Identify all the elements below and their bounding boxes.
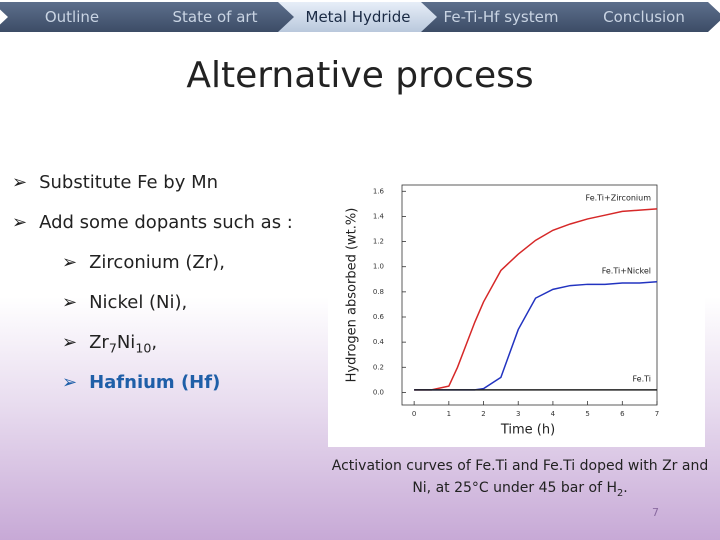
- chart-box: 0.0 0.2 0.4 0.6 0.8 1.0 1.2 1.4 1.6 0 1 2 3 4 5 6 7 Time …: [328, 160, 705, 447]
- text-segment: 7: [108, 340, 117, 356]
- x-tick-label: 3: [516, 410, 520, 418]
- y-tick-label: 0.8: [373, 288, 384, 296]
- text-segment: Zr: [89, 332, 109, 353]
- x-axis-label: Time (h): [500, 423, 555, 438]
- sub-bullet: Zr7Ni10,: [62, 332, 157, 356]
- bullet: Substitute Fe by Mn: [12, 172, 218, 193]
- x-tick-label: 4: [551, 410, 556, 418]
- x-tick-label: 6: [620, 410, 625, 418]
- nav-item[interactable]: Outline: [0, 2, 152, 32]
- plot-frame: [401, 184, 658, 406]
- series-line: [414, 208, 658, 391]
- y-axis-label: Hydrogen absorbed (wt.%): [345, 208, 360, 383]
- text-segment: .: [623, 480, 628, 496]
- text-segment: Nickel (Ni),: [89, 292, 188, 313]
- nav-item[interactable]: Metal Hydride: [278, 2, 438, 32]
- x-tick-label: 7: [655, 410, 659, 418]
- series-label: Fe.Ti: [633, 374, 652, 383]
- y-tick-label: 0.2: [373, 363, 384, 371]
- text-segment: 10: [135, 340, 152, 356]
- y-tick-label: 0.4: [373, 338, 385, 346]
- sub-bullet: Hafnium (Hf): [62, 372, 220, 393]
- sub-bullet: Zirconium (Zr),: [62, 252, 225, 273]
- text-segment: Zirconium (Zr),: [89, 252, 225, 273]
- y-tick-label: 0.6: [373, 313, 385, 321]
- x-tick-label: 2: [481, 410, 485, 418]
- text-segment: ,: [151, 332, 158, 353]
- text-segment: 2: [617, 487, 624, 499]
- nav-bar: Outline State of art Metal Hydride Fe-Ti-Hf…: [0, 0, 720, 34]
- nav-item[interactable]: State of art: [135, 2, 295, 32]
- y-tick-label: 1.0: [373, 263, 384, 271]
- text-segment: Ni: [116, 332, 136, 353]
- sub-bullet: Nickel (Ni),: [62, 292, 187, 313]
- x-tick-label: 1: [447, 410, 451, 418]
- nav-item[interactable]: Conclusion: [564, 2, 720, 32]
- nav-item[interactable]: Fe-Ti-Hf system: [421, 2, 581, 32]
- chart: 0.0 0.2 0.4 0.6 0.8 1.0 1.2 1.4 1.6 0 1 2 3 4 5 6 7 Time …: [345, 184, 659, 438]
- x-tick-label: 0: [412, 410, 416, 418]
- y-tick-label: 1.2: [373, 238, 384, 246]
- page-number: 7: [652, 506, 659, 519]
- series-label: Fe.Ti+Zirconium: [586, 193, 652, 202]
- slide-title: Alternative process: [186, 55, 534, 96]
- y-tick-label: 1.6: [373, 187, 385, 195]
- text-segment: Hafnium (Hf): [89, 372, 221, 393]
- series-label: Fe.Ti+Nickel: [602, 266, 651, 275]
- y-tick-label: 1.4: [373, 212, 385, 220]
- x-tick-label: 5: [585, 410, 589, 418]
- series-line: [414, 281, 658, 391]
- y-tick-label: 0.0: [373, 388, 384, 396]
- text-segment: Activation curves of Fe.Ti and Fe.Ti dop…: [331, 458, 709, 496]
- bullet: Add some dopants such as :: [12, 212, 293, 233]
- caption: Activation curves of Fe.Ti and Fe.Ti dop…: [330, 455, 710, 505]
